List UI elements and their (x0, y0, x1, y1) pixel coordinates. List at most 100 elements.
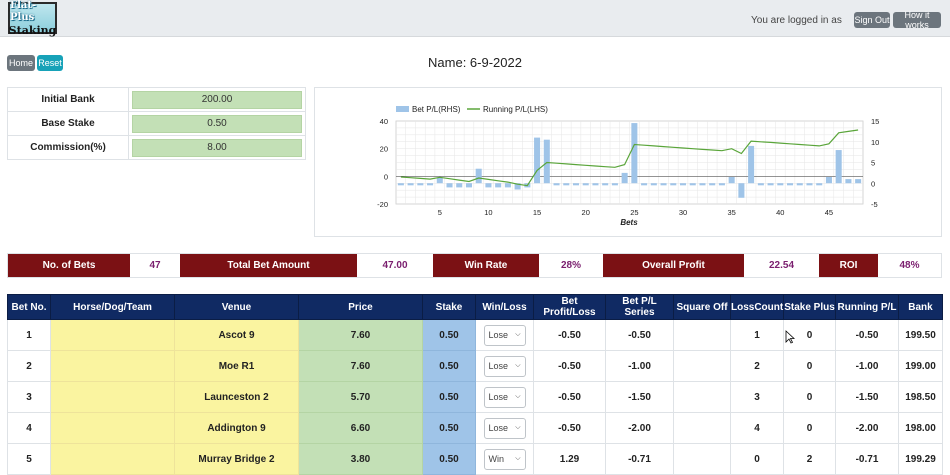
x-tick: 45 (825, 208, 833, 217)
col-header[interactable]: LossCount (730, 294, 784, 320)
stake-cell: 0.50 (422, 412, 476, 444)
bar-mark (796, 183, 803, 186)
param-label: Base Stake (7, 111, 129, 136)
loss-count: 0 (730, 443, 784, 475)
horse-cell[interactable] (50, 350, 175, 382)
square-off (673, 319, 731, 351)
stake-cell: 0.50 (422, 381, 476, 413)
stat-value-bets: 47 (149, 260, 161, 271)
col-header[interactable]: Horse/Dog/Team (50, 294, 175, 320)
bar-mark (718, 183, 725, 186)
chevron-down-icon: ⌵ (515, 424, 521, 431)
win-loss-value: Lose (488, 361, 509, 371)
running-pl: -0.71 (835, 443, 899, 475)
x-tick: 30 (679, 208, 687, 217)
bar-mark (514, 183, 521, 190)
stat-label-bets: No. of Bets (8, 254, 130, 277)
win-loss-value: Win (488, 454, 505, 464)
horse-cell[interactable] (50, 381, 175, 413)
y-left-tick: 40 (380, 117, 388, 126)
bar-mark (427, 183, 434, 186)
loss-count: 3 (730, 381, 784, 413)
page-title: Name: 6-9-2022 (428, 55, 522, 70)
col-header[interactable]: Square Off (673, 294, 731, 320)
bank: 198.00 (898, 412, 943, 444)
logo[interactable]: Flat-Plus Staking (8, 0, 57, 37)
logo-line2: Staking (8, 23, 57, 37)
horse-cell[interactable] (50, 412, 175, 444)
price-cell[interactable]: 3.80 (298, 443, 423, 475)
win-loss-select[interactable]: Lose ⌵ (483, 324, 526, 346)
bet-no: 5 (7, 443, 51, 475)
bet-pl: -0.50 (533, 319, 606, 351)
bet-pl: -0.50 (533, 350, 606, 382)
y-left-tick: 0 (384, 172, 388, 181)
price-cell[interactable]: 7.60 (298, 350, 423, 382)
bar-mark (436, 177, 443, 184)
sign-out-button[interactable]: Sign Out (854, 12, 890, 28)
venue-cell[interactable]: Launceston 2 (174, 381, 299, 413)
bar-mark (835, 150, 842, 184)
horse-cell[interactable] (50, 319, 175, 351)
venue-cell[interactable]: Addington 9 (174, 412, 299, 444)
bet-pl: -0.50 (533, 381, 606, 413)
col-header[interactable]: Bet Profit/Loss (533, 294, 606, 320)
col-header[interactable]: Stake Plus (783, 294, 836, 320)
win-loss-select[interactable]: Lose ⌵ (483, 355, 526, 377)
bet-pl: -0.50 (533, 412, 606, 444)
bar-mark (709, 183, 716, 186)
bar-mark (631, 123, 638, 184)
initial-bank-field[interactable]: 200.00 (132, 90, 302, 109)
y-right-tick: 0 (871, 179, 875, 188)
venue-cell[interactable]: Murray Bridge 2 (174, 443, 299, 475)
col-header[interactable]: Bank (898, 294, 943, 320)
running-pl: -0.50 (835, 319, 899, 351)
stake-plus: 0 (783, 381, 836, 413)
venue-cell[interactable]: Ascot 9 (174, 319, 299, 351)
bar-mark (592, 183, 599, 186)
bar-mark (767, 183, 774, 186)
win-loss-select[interactable]: Win ⌵ (483, 448, 526, 470)
bet-pl-series: -1.00 (605, 350, 674, 382)
price-cell[interactable]: 5.70 (298, 381, 423, 413)
col-header[interactable]: Venue (174, 294, 299, 320)
col-header[interactable]: Running P/L (835, 294, 899, 320)
col-header[interactable]: Win/Loss (475, 294, 534, 320)
col-header[interactable]: Stake (422, 294, 476, 320)
price-cell[interactable]: 7.60 (298, 319, 423, 351)
base-stake-field[interactable]: 0.50 (132, 114, 302, 133)
bar-mark (728, 177, 735, 184)
stake-plus: 0 (783, 350, 836, 382)
bank: 198.50 (898, 381, 943, 413)
commission-field[interactable]: 8.00 (132, 138, 302, 157)
price-cell[interactable]: 6.60 (298, 412, 423, 444)
how-it-works-button[interactable]: How it works (893, 10, 941, 30)
square-off (673, 350, 731, 382)
table-row: 3 Launceston 2 5.70 0.50 Lose ⌵ -0.50 -1.… (7, 381, 943, 413)
col-header[interactable]: Bet No. (7, 294, 51, 320)
bet-no: 2 (7, 350, 51, 382)
col-header[interactable]: Price (298, 294, 423, 320)
win-loss-select[interactable]: Lose ⌵ (483, 386, 526, 408)
chart-panel: 40 20 0 -20 15 10 5 0 -5 5 10 15 20 25 30 35 40 45 Bet P/… (314, 87, 942, 237)
bar-mark (650, 183, 657, 186)
stat-label-winrate: Win Rate (433, 254, 539, 277)
col-header[interactable]: Bet P/L Series (605, 294, 674, 320)
x-tick: 15 (533, 208, 541, 217)
stat-value-winrate: 28% (560, 260, 581, 271)
mouse-cursor-icon (785, 330, 795, 344)
reset-button[interactable]: Reset (37, 55, 63, 71)
stat-value-amount: 47.00 (382, 260, 408, 271)
win-loss-select[interactable]: Lose ⌵ (483, 417, 526, 439)
horse-cell[interactable] (50, 443, 175, 475)
bet-pl: 1.29 (533, 443, 606, 475)
bar-mark (553, 183, 560, 186)
loss-count: 2 (730, 350, 784, 382)
home-button[interactable]: Home (7, 55, 35, 71)
running-pl-line (400, 129, 859, 187)
win-loss-value: Lose (488, 392, 509, 402)
venue-cell[interactable]: Moe R1 (174, 350, 299, 382)
bar-mark (611, 183, 618, 186)
table-row: 4 Addington 9 6.60 0.50 Lose ⌵ -0.50 -2.0… (7, 412, 943, 444)
legend-bar-swatch (396, 106, 409, 112)
